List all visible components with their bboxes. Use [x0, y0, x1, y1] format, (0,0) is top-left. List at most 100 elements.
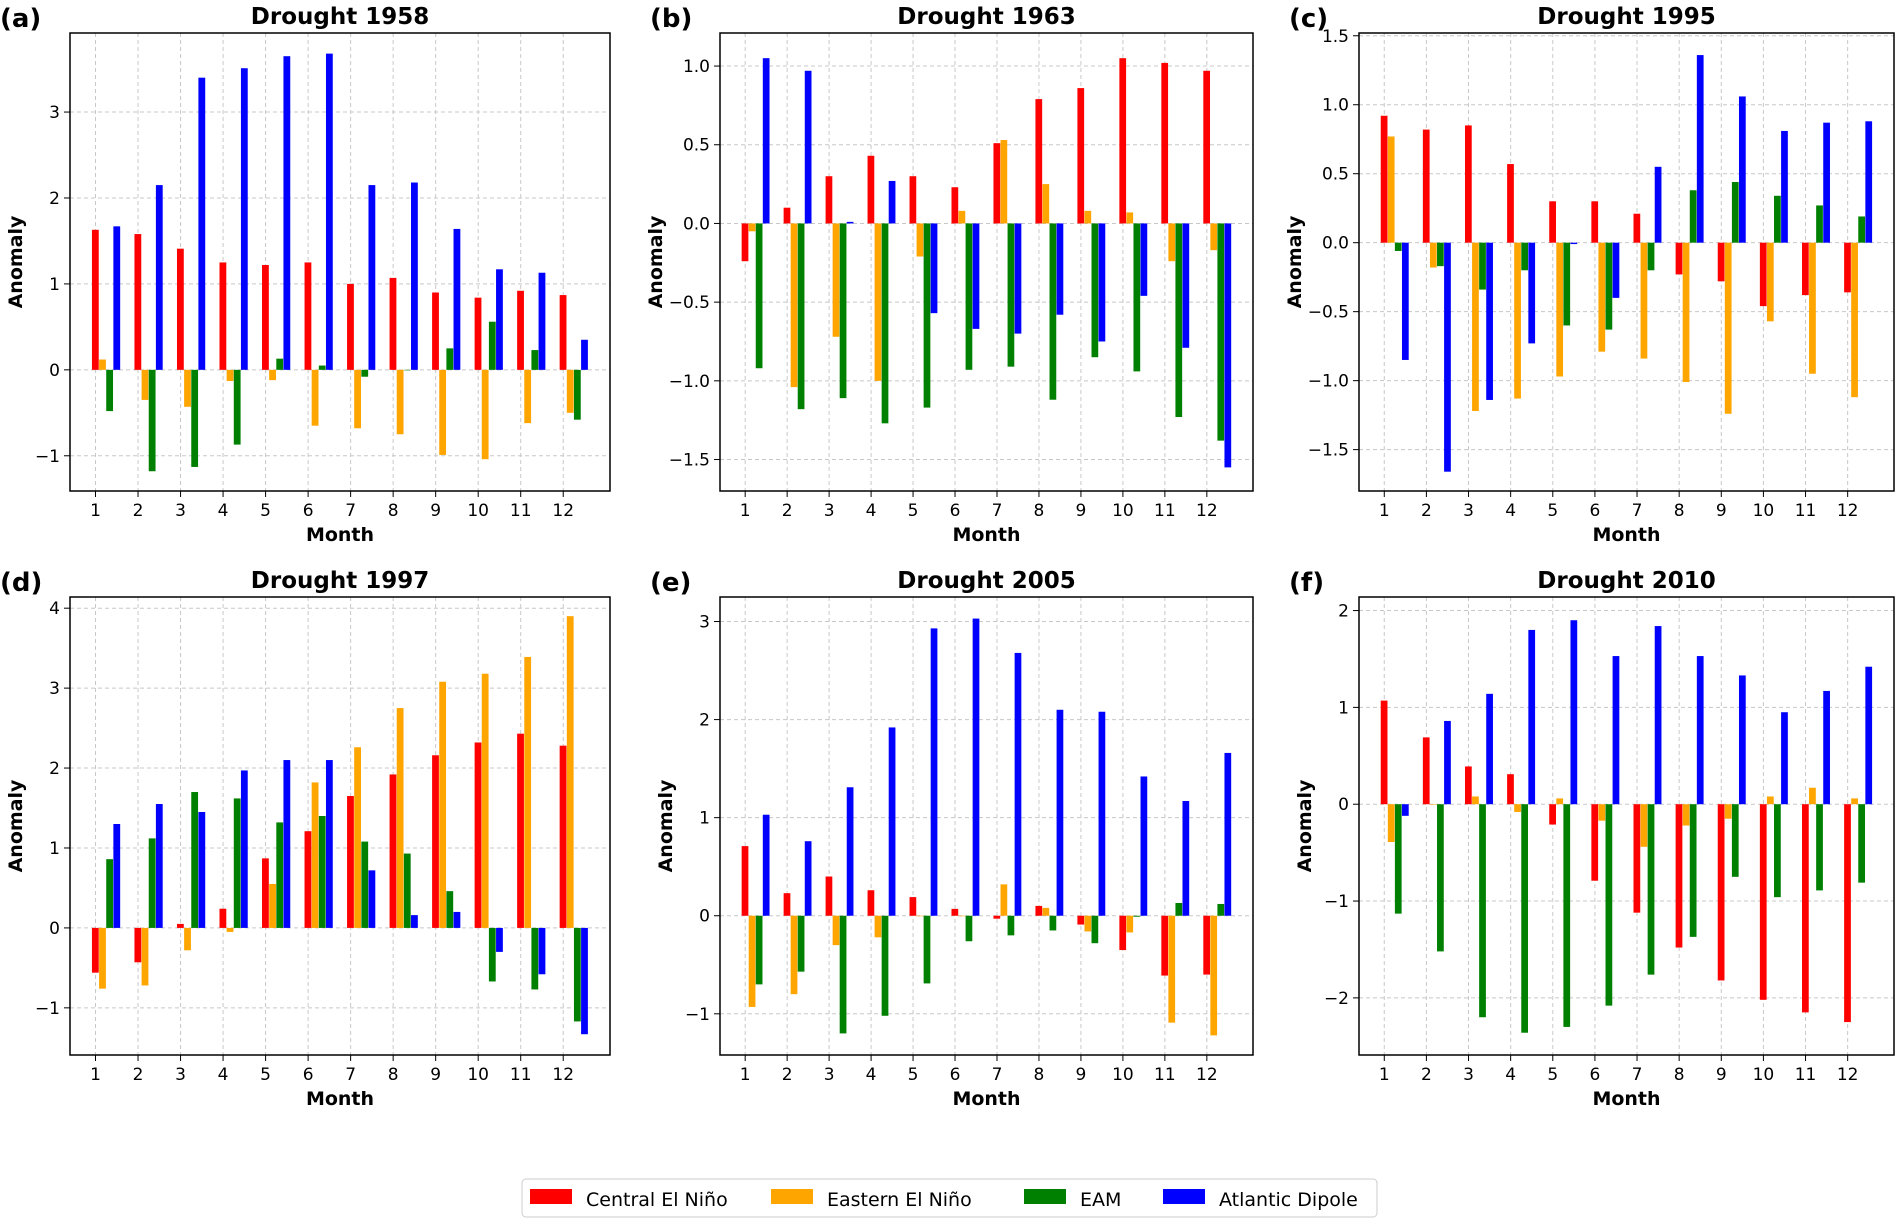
bar-eam-m10	[1774, 804, 1781, 898]
y-tick-label: −0.5	[669, 293, 710, 313]
panel-label: (c)	[1289, 4, 1328, 34]
bar-eastern-el-ni-o-m8	[1682, 242, 1690, 383]
x-tick-label: 9	[1716, 1065, 1727, 1085]
bar-eam-m7	[361, 369, 369, 377]
bar-eam-m7	[1647, 242, 1655, 271]
bar-central-el-ni-o-m6	[304, 831, 312, 928]
bar-atlantic-dipole-m5	[283, 56, 291, 370]
legend: Central El Niño Eastern El Niño EAM Atlanti…	[521, 1178, 1378, 1218]
bar-eastern-el-ni-o-m10	[481, 369, 489, 460]
bar-eastern-el-ni-o-m9	[1724, 804, 1732, 819]
x-tick-label: 1	[1379, 1065, 1390, 1085]
bar-eam-m1	[755, 223, 763, 369]
bar-central-el-ni-o-m1	[1380, 115, 1388, 243]
bar-atlantic-dipole-m9	[1098, 223, 1106, 342]
bar-eam-m6	[965, 915, 973, 942]
y-axis-label: Anomaly	[645, 215, 667, 308]
bar-eam-m2	[1437, 804, 1444, 952]
y-tick-label: 1.0	[683, 57, 710, 77]
y-tick-label: −2	[1324, 989, 1349, 1009]
y-tick-label: 2	[49, 189, 60, 209]
bar-eam-m11	[1816, 804, 1823, 891]
legend-label: Atlantic Dipole	[1219, 1189, 1358, 1211]
x-tick-label: 12	[552, 1065, 574, 1085]
bar-eastern-el-ni-o-m10	[1126, 915, 1134, 933]
x-tick-label: 9	[1716, 501, 1727, 521]
y-tick-label: 1	[1338, 698, 1349, 718]
bar-eam-m8	[1689, 190, 1697, 243]
bar-atlantic-dipole-m1	[113, 226, 121, 370]
bar-atlantic-dipole-m1	[762, 58, 770, 224]
bar-central-el-ni-o-m3	[1464, 766, 1472, 805]
x-tick-label: 2	[1421, 501, 1432, 521]
bar-eastern-el-ni-o-m11	[1168, 915, 1176, 1023]
x-tick-label: 1	[90, 1065, 101, 1085]
bar-atlantic-dipole-m6	[972, 618, 980, 916]
bar-atlantic-dipole-m3	[198, 77, 206, 370]
bar-atlantic-dipole-m12	[1224, 752, 1232, 916]
legend-swatch-3	[1163, 1189, 1205, 1204]
bar-eastern-el-ni-o-m10	[1766, 242, 1774, 322]
x-axis-label: Month	[952, 1088, 1020, 1110]
x-tick-label: 12	[1196, 1065, 1218, 1085]
y-tick-label: 1.0	[1322, 96, 1349, 116]
bar-central-el-ni-o-m4	[867, 890, 875, 916]
bar-central-el-ni-o-m10	[474, 297, 482, 370]
bar-central-el-ni-o-m2	[1422, 129, 1430, 243]
x-tick-label: 10	[1112, 501, 1134, 521]
y-tick-label: −1	[35, 999, 60, 1019]
bar-eastern-el-ni-o-m12	[1851, 798, 1858, 805]
bar-atlantic-dipole-m6	[1612, 242, 1620, 298]
y-tick-label: −1.5	[669, 451, 710, 471]
x-tick-label: 1	[90, 501, 101, 521]
bar-central-el-ni-o-m8	[1035, 905, 1043, 916]
bar-eam-m2	[797, 223, 805, 410]
bar-central-el-ni-o-m5	[1549, 201, 1556, 243]
bar-eam-m12	[573, 927, 581, 1022]
bar-eastern-el-ni-o-m3	[184, 927, 191, 951]
x-tick-label: 3	[175, 1065, 186, 1085]
bar-eam-m3	[191, 369, 199, 467]
axes-frame	[1358, 596, 1895, 1056]
bar-eastern-el-ni-o-m9	[1724, 242, 1732, 414]
bar-atlantic-dipole-m11	[538, 927, 546, 975]
bar-atlantic-dipole-m8	[1696, 55, 1704, 243]
bar-eam-m1	[106, 859, 114, 928]
bar-eam-m6	[965, 223, 973, 370]
bar-atlantic-dipole-m2	[1444, 720, 1451, 805]
bar-eastern-el-ni-o-m2	[1429, 242, 1437, 268]
y-tick-label: −0.5	[1308, 303, 1349, 323]
bar-eam-m1	[755, 915, 763, 985]
bar-atlantic-dipole-m3	[846, 221, 854, 224]
bar-eam-m9	[1731, 181, 1739, 243]
x-tick-label: 5	[1547, 501, 1558, 521]
x-tick-label: 6	[950, 501, 961, 521]
x-tick-label: 11	[510, 1065, 532, 1085]
bar-central-el-ni-o-m6	[1591, 804, 1599, 881]
bar-central-el-ni-o-m1	[741, 223, 749, 262]
x-tick-label: 7	[345, 1065, 356, 1085]
x-tick-label: 4	[218, 1065, 229, 1085]
bar-central-el-ni-o-m10	[1119, 58, 1127, 224]
bar-central-el-ni-o-m6	[1591, 201, 1599, 243]
bar-atlantic-dipole-m2	[804, 841, 812, 916]
bar-atlantic-dipole-m12	[1224, 223, 1232, 468]
bar-eam-m7	[1007, 915, 1015, 936]
bar-eastern-el-ni-o-m12	[566, 369, 574, 413]
x-tick-label: 8	[1674, 501, 1685, 521]
x-tick-label: 12	[1196, 501, 1218, 521]
bar-atlantic-dipole-m11	[1823, 122, 1830, 243]
x-tick-label: 7	[992, 501, 1003, 521]
bar-central-el-ni-o-m5	[909, 176, 917, 224]
bar-central-el-ni-o-m3	[825, 876, 833, 916]
bar-eastern-el-ni-o-m1	[1387, 136, 1395, 243]
y-tick-label: 3	[49, 679, 60, 699]
bar-eam-m12	[1217, 223, 1225, 441]
bar-eastern-el-ni-o-m7	[1000, 884, 1008, 916]
legend-label: Central El Niño	[586, 1189, 728, 1211]
bar-central-el-ni-o-m9	[1077, 915, 1085, 925]
bar-eam-m3	[839, 223, 847, 399]
bar-eastern-el-ni-o-m1	[748, 223, 756, 232]
bar-atlantic-dipole-m10	[496, 269, 503, 370]
panel-title: Drought 1997	[251, 568, 429, 594]
